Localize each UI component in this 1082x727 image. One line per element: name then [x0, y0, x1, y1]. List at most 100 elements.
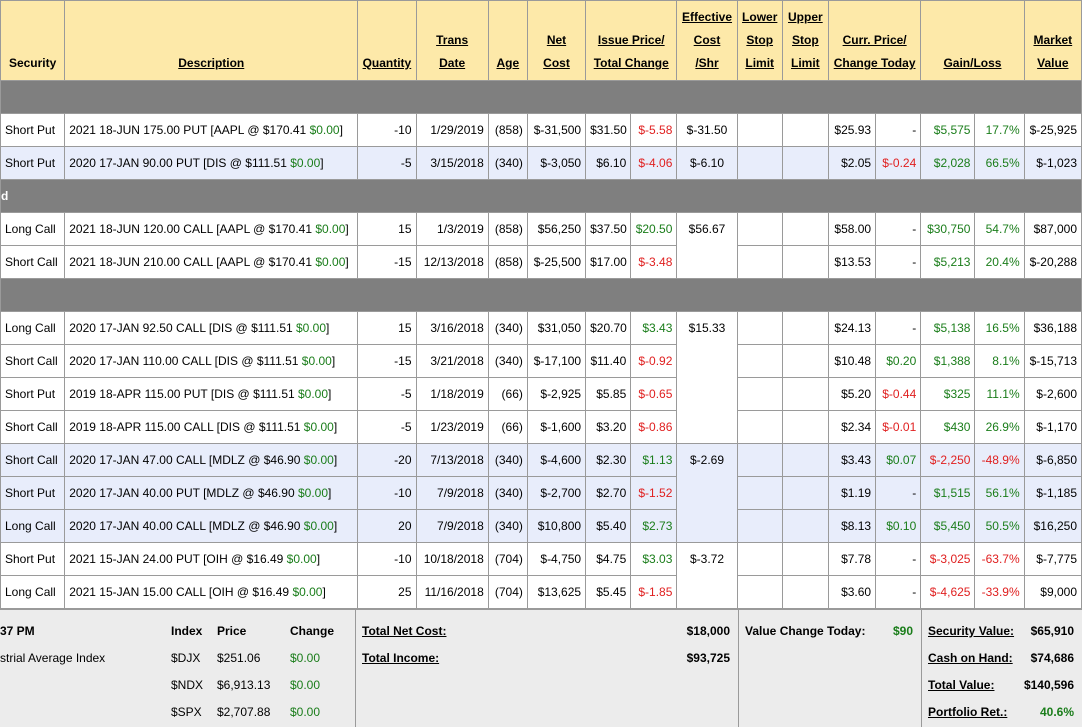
- upper-stop-limit[interactable]: [781, 410, 829, 444]
- position-row[interactable]: Short Put 2020 17-JAN 40.00 PUT [MDLZ @ $…: [0, 476, 1082, 510]
- position-row[interactable]: Short Put 2019 18-APR 115.00 PUT [DIS @ $…: [0, 377, 1082, 411]
- col-market-value[interactable]: Market Value: [1023, 0, 1082, 81]
- gain-loss: $430: [920, 410, 976, 444]
- change-today: -: [875, 212, 922, 246]
- underlying-change: $0.00: [290, 156, 321, 170]
- description[interactable]: 2021 15-JAN 24.00 PUT [OIH @ $16.49 $0.0…: [64, 542, 359, 576]
- description[interactable]: 2019 18-APR 115.00 CALL [DIS @ $111.51 $…: [64, 410, 359, 444]
- col-quantity[interactable]: Quantity: [357, 0, 417, 81]
- lower-stop-limit[interactable]: [736, 212, 783, 246]
- effective-cost: $-31.50: [676, 113, 738, 147]
- upper-stop-limit[interactable]: [781, 476, 829, 510]
- upper-stop-limit[interactable]: [781, 575, 829, 609]
- col-lower-stop[interactable]: Lower Stop Limit: [736, 0, 783, 81]
- lower-stop-limit[interactable]: [736, 344, 783, 378]
- lower-stop-limit[interactable]: [736, 410, 783, 444]
- effective-cost: $-2.69: [676, 443, 738, 543]
- description[interactable]: 2020 17-JAN 40.00 CALL [MDLZ @ $46.90 $0…: [64, 509, 359, 543]
- col-upper-stop[interactable]: Upper Stop Limit: [781, 0, 829, 81]
- net-cost: $-17,100: [526, 344, 587, 378]
- position-row[interactable]: Short Call 2019 18-APR 115.00 CALL [DIS @…: [0, 410, 1082, 444]
- section-band-label: [0, 80, 1082, 114]
- upper-stop-limit[interactable]: [781, 377, 829, 411]
- position-row[interactable]: Short Put 2021 15-JAN 24.00 PUT [OIH @ $1…: [0, 542, 1082, 609]
- lower-stop-limit[interactable]: [736, 443, 783, 477]
- effective-cost: $56.67: [676, 212, 738, 279]
- lower-stop-limit[interactable]: [736, 542, 783, 576]
- upper-stop-limit[interactable]: [781, 146, 829, 180]
- upper-stop-limit[interactable]: [781, 245, 829, 279]
- col-trans-date[interactable]: Trans Date: [415, 0, 489, 81]
- description[interactable]: 2019 18-APR 115.00 PUT [DIS @ $111.51 $0…: [64, 377, 359, 411]
- market-value: $87,000: [1023, 212, 1082, 246]
- trans-date: 3/15/2018: [415, 146, 489, 180]
- market-value: $-20,288: [1023, 245, 1082, 279]
- lower-stop-limit[interactable]: [736, 509, 783, 543]
- position-row[interactable]: Long Call 2021 18-JUN 120.00 CALL [AAPL @…: [0, 212, 1082, 279]
- total-change: $3.03: [630, 542, 678, 576]
- description-text: 2021 18-JUN 210.00 CALL [AAPL @ $170.41: [69, 255, 316, 269]
- upper-stop-limit[interactable]: [781, 311, 829, 345]
- description[interactable]: 2021 18-JUN 120.00 CALL [AAPL @ $170.41 …: [64, 212, 359, 246]
- lower-stop-limit[interactable]: [736, 575, 783, 609]
- position-row[interactable]: Long Call 2021 15-JAN 15.00 CALL [OIH @ $…: [0, 575, 1082, 609]
- col-issue-price[interactable]: Issue Price/Total Change: [585, 0, 678, 81]
- lower-stop-limit[interactable]: [736, 476, 783, 510]
- total-change: $1.13: [630, 443, 678, 477]
- col-description[interactable]: Description: [64, 0, 359, 81]
- lower-stop-limit[interactable]: [736, 377, 783, 411]
- gain-loss-pct: 20.4%: [974, 245, 1025, 279]
- quantity: -10: [357, 113, 417, 147]
- upper-stop-limit[interactable]: [781, 344, 829, 378]
- description-text: 2021 18-JUN 175.00 PUT [AAPL @ $170.41: [69, 123, 310, 137]
- upper-stop-limit[interactable]: [781, 212, 829, 246]
- lower-stop-limit[interactable]: [736, 311, 783, 345]
- description[interactable]: 2020 17-JAN 90.00 PUT [DIS @ $111.51 $0.…: [64, 146, 359, 180]
- position-row[interactable]: Long Call 2020 17-JAN 92.50 CALL [DIS @ $…: [0, 311, 1082, 444]
- underlying-change: $0.00: [315, 255, 346, 269]
- position-row[interactable]: Short Call 2020 17-JAN 47.00 CALL [MDLZ @…: [0, 443, 1082, 543]
- description[interactable]: 2020 17-JAN 40.00 PUT [MDLZ @ $46.90 $0.…: [64, 476, 359, 510]
- security-type: Short Put: [0, 542, 66, 576]
- upper-stop-limit[interactable]: [781, 542, 829, 576]
- issue-price: $3.20: [585, 410, 632, 444]
- gain-loss-pct: 11.1%: [974, 377, 1025, 411]
- col-net-cost[interactable]: Net Cost: [526, 0, 587, 81]
- description[interactable]: 2021 18-JUN 210.00 CALL [AAPL @ $170.41 …: [64, 245, 359, 279]
- lower-stop-limit[interactable]: [736, 113, 783, 147]
- security-type: Long Call: [0, 575, 66, 609]
- section-band-label: [0, 278, 1082, 312]
- description[interactable]: 2020 17-JAN 110.00 CALL [DIS @ $111.51 $…: [64, 344, 359, 378]
- description[interactable]: 2021 15-JAN 15.00 CALL [OIH @ $16.49 $0.…: [64, 575, 359, 609]
- description[interactable]: 2020 17-JAN 47.00 CALL [MDLZ @ $46.90 $0…: [64, 443, 359, 477]
- lower-stop-limit[interactable]: [736, 146, 783, 180]
- col-curr-price[interactable]: Curr. Price/Change Today: [827, 0, 922, 81]
- col-age[interactable]: Age: [487, 0, 528, 81]
- age: (858): [487, 212, 528, 246]
- col-security[interactable]: Security: [0, 0, 66, 81]
- section-band-label: d: [0, 179, 1082, 213]
- description[interactable]: 2021 18-JUN 175.00 PUT [AAPL @ $170.41 $…: [64, 113, 359, 147]
- position-row[interactable]: Short Call 2021 18-JUN 210.00 CALL [AAPL …: [0, 245, 1082, 279]
- upper-stop-limit[interactable]: [781, 443, 829, 477]
- lower-stop-limit[interactable]: [736, 245, 783, 279]
- description-text: 2020 17-JAN 90.00 PUT [DIS @ $111.51: [69, 156, 291, 170]
- description[interactable]: 2020 17-JAN 92.50 CALL [DIS @ $111.51 $0…: [64, 311, 359, 345]
- upper-stop-limit[interactable]: [781, 113, 829, 147]
- col-effective-cost[interactable]: Effective Cost/Shr: [676, 0, 738, 81]
- current-price: $58.00: [827, 212, 877, 246]
- section-band: [0, 278, 1082, 312]
- current-price: $2.05: [827, 146, 877, 180]
- col-gain-loss[interactable]: Gain/Loss: [920, 0, 1025, 81]
- position-row[interactable]: Long Call 2020 17-JAN 40.00 CALL [MDLZ @ …: [0, 509, 1082, 543]
- position-row[interactable]: Short Put 2021 18-JUN 175.00 PUT [AAPL @ …: [0, 113, 1082, 147]
- upper-stop-limit[interactable]: [781, 509, 829, 543]
- trans-date: 12/13/2018: [415, 245, 489, 279]
- age: (66): [487, 377, 528, 411]
- total-change: $3.43: [630, 311, 678, 345]
- market-value: $9,000: [1023, 575, 1082, 609]
- position-row[interactable]: Short Put 2020 17-JAN 90.00 PUT [DIS @ $1…: [0, 146, 1082, 180]
- underlying-change: $0.00: [303, 519, 334, 533]
- position-row[interactable]: Short Call 2020 17-JAN 110.00 CALL [DIS @…: [0, 344, 1082, 378]
- effective-cost: $15.33: [676, 311, 738, 444]
